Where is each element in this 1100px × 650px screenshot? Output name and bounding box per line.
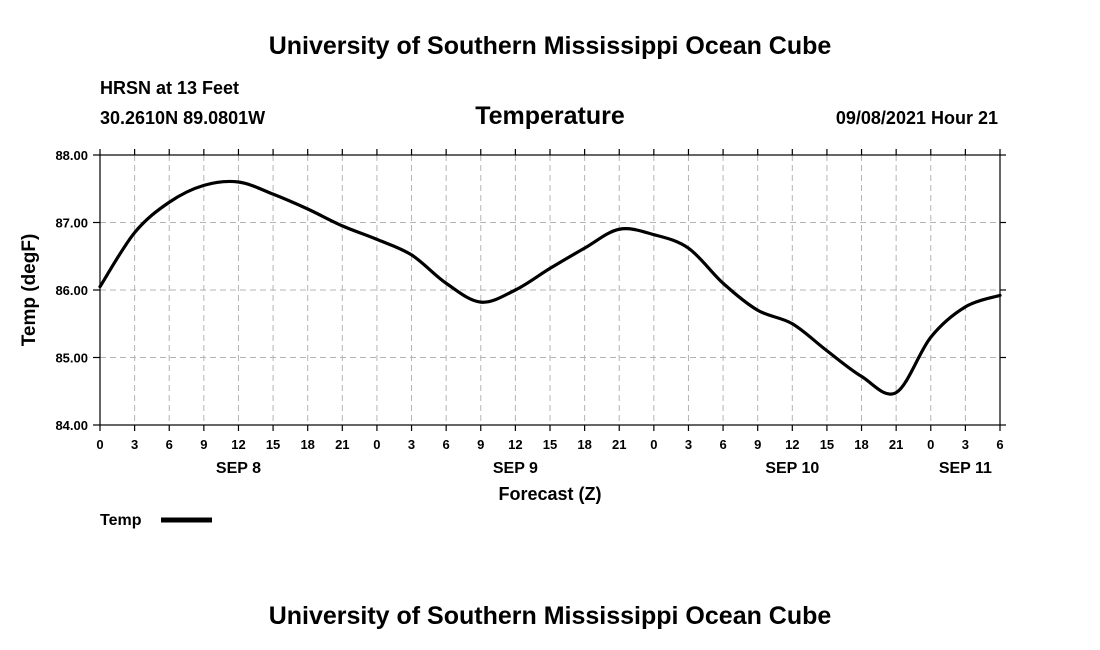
x-tick-label: 15	[543, 437, 557, 452]
day-label: SEP 11	[939, 460, 992, 477]
x-tick-label: 3	[962, 437, 969, 452]
temp-data-point	[133, 231, 136, 234]
axis-ticks	[93, 149, 1006, 431]
temp-data-point	[410, 253, 413, 257]
temp-data-point	[237, 180, 240, 184]
y-tick-labels: 84.00 85.00 86.00 87.00 88.00	[55, 148, 88, 433]
temp-data-point	[618, 228, 621, 231]
x-tick-label: 9	[477, 437, 484, 452]
forecast-datetime: 09/08/2021 Hour 21	[836, 108, 998, 128]
x-tick-label: 6	[719, 437, 726, 452]
y-tick-label: 87.00	[55, 216, 88, 231]
x-tick-labels: 0 3 6 9 12 15 18 21 0 3 6 9 12 15 18 21 0 3 6 9 12 15 18 21 0 3 6	[96, 437, 1003, 452]
y-tick-label: 86.00	[55, 283, 88, 298]
temp-data-point	[375, 238, 379, 241]
x-tick-label: 9	[200, 437, 207, 452]
x-tick-label: 3	[408, 437, 415, 452]
x-axis-label: Forecast (Z)	[498, 484, 601, 504]
x-tick-label: 21	[612, 437, 626, 452]
y-tick-label: 85.00	[55, 351, 88, 366]
temp-data-point	[583, 246, 586, 250]
temp-data-point	[444, 282, 448, 285]
temp-data-point	[929, 336, 932, 339]
station-coords: 30.2610N 89.0801W	[100, 108, 265, 128]
x-tick-label: 9	[754, 437, 761, 452]
top-title: University of Southern Mississippi Ocean…	[269, 32, 832, 60]
x-tick-label: 6	[443, 437, 450, 452]
temp-data-point	[168, 201, 171, 204]
temp-data-point	[341, 224, 344, 228]
x-tick-label: 3	[685, 437, 692, 452]
bottom-title: University of Southern Mississippi Ocean…	[269, 602, 832, 630]
x-tick-label: 21	[335, 437, 349, 452]
temp-data-point	[514, 288, 517, 292]
temp-data-point	[687, 246, 690, 250]
y-axis-label: Temp (degF)	[19, 234, 40, 347]
y-tick-label: 84.00	[55, 418, 88, 433]
temp-data-point	[548, 267, 552, 270]
x-tick-label: 0	[650, 437, 657, 452]
x-tick-label: 6	[166, 437, 173, 452]
temp-data-point	[271, 192, 275, 196]
temp-data-point	[964, 305, 967, 309]
temp-data-point	[860, 375, 863, 378]
x-tick-label: 12	[508, 437, 522, 452]
x-tick-label: 0	[927, 437, 934, 452]
temp-data-point	[756, 309, 759, 312]
x-tick-label: 3	[131, 437, 138, 452]
temp-data-point	[791, 322, 794, 325]
temp-data-point	[202, 184, 206, 187]
day-label: SEP 10	[765, 460, 819, 477]
x-tick-label: 12	[785, 437, 799, 452]
station-name: HRSN at 13 Feet	[100, 78, 239, 98]
x-tick-label: 0	[96, 437, 103, 452]
grid-lines	[100, 155, 1000, 425]
x-tick-label: 6	[996, 437, 1003, 452]
x-tick-label: 18	[300, 437, 314, 452]
day-label: SEP 8	[216, 460, 261, 477]
temp-data-point	[825, 349, 829, 352]
x-tick-label: 15	[266, 437, 280, 452]
plot-frame	[99, 154, 1001, 426]
temp-data-point	[894, 391, 898, 394]
temp-data-point	[721, 282, 725, 285]
temp-data-point	[652, 233, 656, 236]
chart-title: Temperature	[475, 102, 625, 130]
x-tick-label: 18	[577, 437, 591, 452]
x-tick-label: 15	[820, 437, 834, 452]
temp-data-point	[479, 300, 482, 304]
x-tick-label: 21	[889, 437, 903, 452]
temp-data-point	[306, 207, 309, 211]
x-tick-label: 12	[231, 437, 245, 452]
y-tick-label: 88.00	[55, 148, 88, 163]
day-label: SEP 9	[493, 460, 538, 477]
day-labels: SEP 8 SEP 9 SEP 10 SEP 11	[216, 460, 992, 477]
x-tick-label: 18	[854, 437, 868, 452]
legend: Temp	[100, 512, 212, 529]
x-tick-label: 0	[373, 437, 380, 452]
legend-label: Temp	[100, 512, 142, 529]
